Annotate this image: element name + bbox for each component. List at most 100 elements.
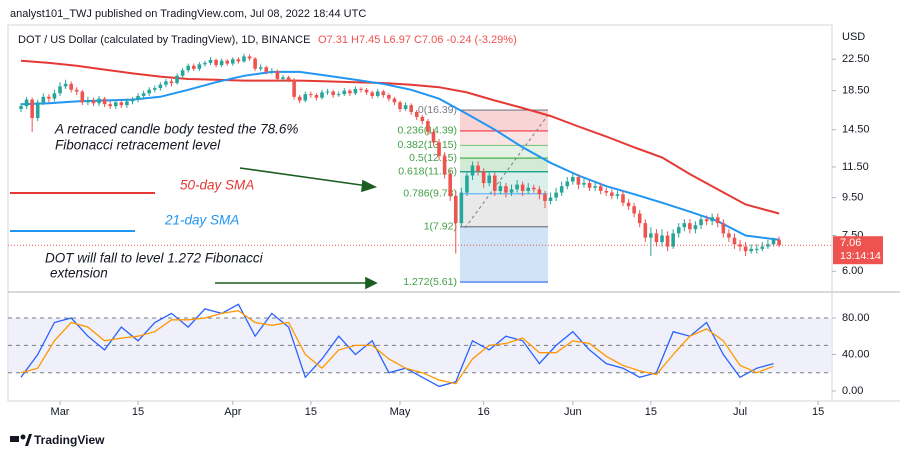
candle-body (643, 223, 648, 238)
candle-body (587, 183, 592, 188)
candle-body (721, 223, 726, 234)
candle-body (654, 233, 659, 243)
candle-body (247, 56, 252, 59)
candle-body (760, 246, 765, 249)
candle-body (47, 96, 51, 99)
logo-mark (20, 434, 26, 440)
arrowhead (361, 179, 378, 193)
candle-body (286, 77, 291, 80)
candle-body (593, 186, 597, 188)
arrows (215, 167, 378, 290)
candle-body (141, 93, 146, 96)
fib-label: 0.5(12.15) (409, 152, 457, 164)
candle-body (398, 102, 402, 110)
candle-body (543, 194, 547, 201)
candle-body (186, 65, 191, 71)
candle-body (548, 197, 553, 201)
candle-body (69, 83, 73, 90)
candle-body (74, 89, 79, 92)
candle-body (175, 75, 179, 84)
candle-body (180, 70, 185, 76)
candle-body (152, 88, 157, 90)
countdown: 13:14:14 (840, 250, 881, 262)
candle-body (191, 65, 196, 69)
candle-body (214, 59, 218, 66)
candle-body (97, 98, 101, 104)
fib-label: 1(7.92) (424, 221, 457, 233)
candle-body (459, 192, 464, 224)
candle-body (353, 88, 358, 94)
x-tick-label: 15 (812, 406, 824, 418)
fib-zone (460, 226, 548, 283)
arrow (239, 167, 369, 187)
candle-body (119, 102, 124, 106)
arrowhead (365, 276, 378, 290)
candle-body (688, 223, 692, 230)
candle-body (130, 99, 135, 102)
candle-body (671, 233, 675, 247)
fib-label: 1.272(5.61) (403, 276, 457, 288)
candle-body (264, 67, 269, 72)
candle-body (225, 60, 230, 64)
candle-body (414, 111, 419, 117)
candle-body (320, 92, 324, 98)
candle-body (309, 94, 313, 96)
candle-body (732, 237, 737, 245)
candle-body (325, 91, 330, 93)
candle-body (676, 227, 681, 234)
annotation: Fibonacci retracement level (55, 138, 221, 153)
candle-body (342, 90, 347, 95)
candle-body (637, 213, 642, 224)
candle-body (348, 90, 352, 94)
candle-body (621, 194, 625, 203)
candle-body (777, 239, 781, 246)
candle-body (420, 116, 425, 122)
candle-body (108, 104, 112, 107)
candle-body (470, 165, 475, 176)
last-price-tag (833, 236, 883, 265)
candle-body (63, 83, 68, 87)
annotation: A retraced candle body tested the 78.6% (54, 122, 298, 137)
candle-body (136, 95, 140, 100)
candle-body (492, 175, 497, 191)
candle-body (331, 91, 335, 96)
candle-body (476, 165, 480, 172)
y-tick-label: 40.00 (842, 348, 870, 360)
x-tick-label: Jun (564, 406, 582, 418)
candle-body (297, 96, 302, 101)
candle-body (509, 189, 514, 193)
candle-body (314, 95, 319, 98)
candle-body (442, 156, 447, 175)
candle-body (147, 89, 152, 94)
candle-body (704, 219, 709, 222)
x-tick-label: May (390, 406, 411, 418)
candle-body (660, 235, 664, 243)
x-tick-label: 15 (645, 406, 657, 418)
candle-body (526, 187, 531, 191)
candle-body (515, 184, 519, 190)
candle-body (409, 105, 413, 112)
candle-body (532, 187, 536, 190)
candle-body (270, 71, 274, 73)
y-tick-label: 80.00 (842, 312, 870, 324)
candle-body (693, 225, 698, 230)
fib-label: 0.382(13.15) (397, 139, 457, 151)
candle-body (537, 189, 542, 195)
fib-zone (460, 110, 548, 131)
y-tick-label: 0.00 (842, 385, 863, 397)
candle-body (504, 186, 508, 193)
candle-body (649, 233, 653, 238)
symbol: DOT / US Dollar (calculated by TradingVi… (18, 34, 310, 46)
candle-body (24, 99, 29, 107)
candle-body (336, 94, 341, 96)
y-tick-label: 22.50 (842, 53, 870, 65)
fib-zone (460, 145, 548, 159)
candle-body (520, 184, 525, 191)
candle-body (465, 175, 469, 193)
x-tick-label: Apr (224, 406, 241, 418)
fib-label: 0(16.39) (418, 104, 457, 116)
candle-body (771, 239, 776, 245)
legend-label: 50-day SMA (180, 178, 254, 193)
candle-body (236, 59, 241, 62)
